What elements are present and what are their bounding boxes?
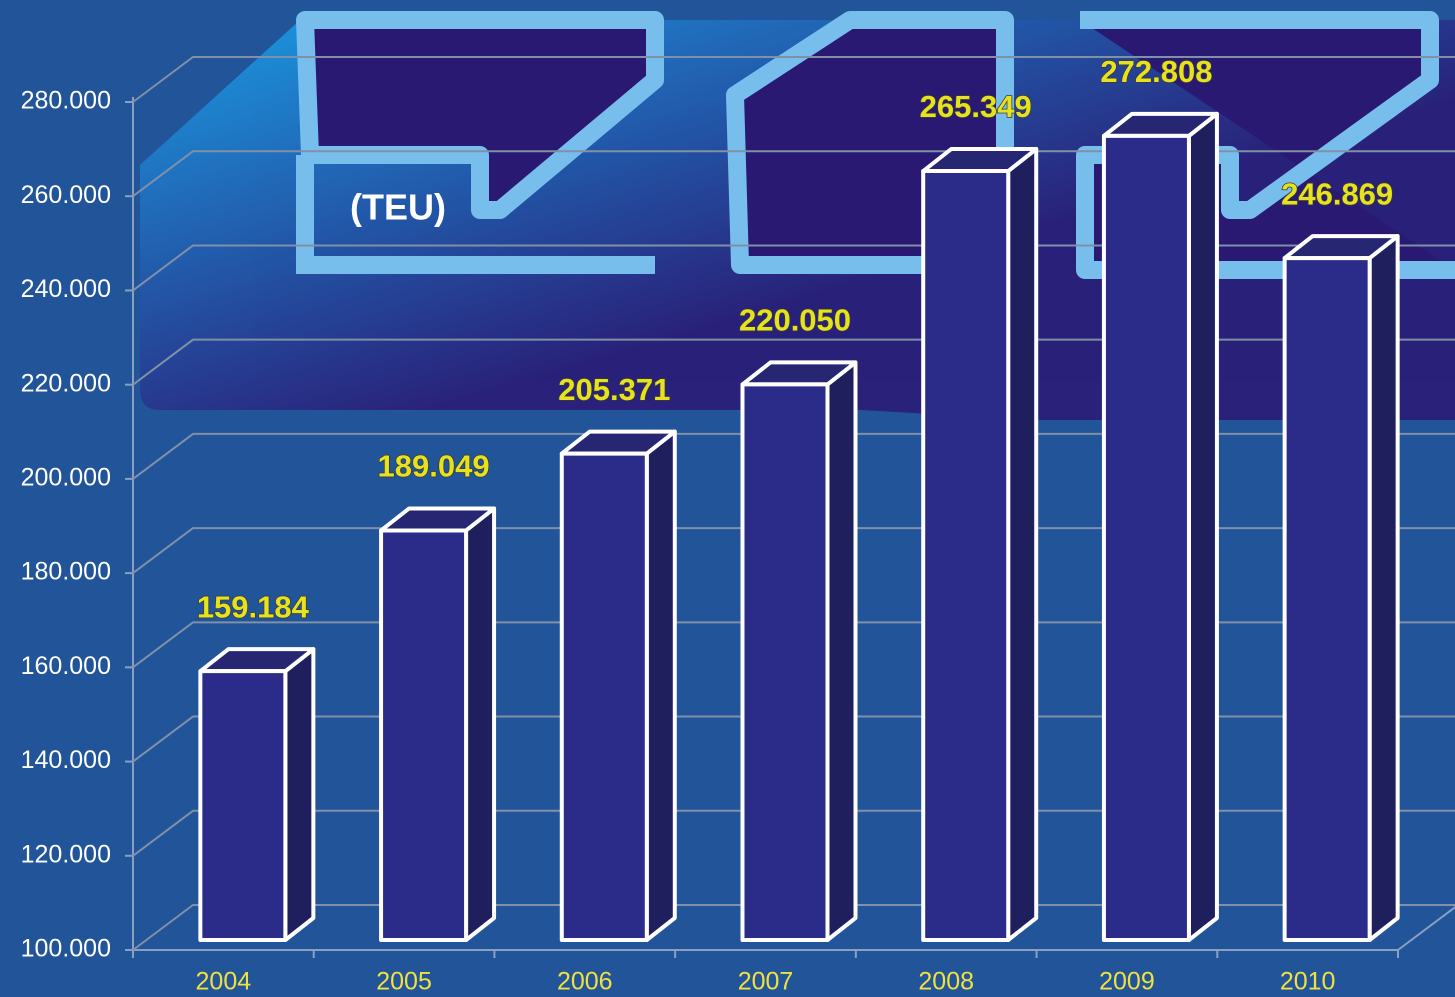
y-tick-label: 240.000	[21, 275, 111, 303]
y-tick-label: 280.000	[21, 87, 111, 115]
bar-face	[740, 382, 830, 942]
bar-face	[1282, 256, 1372, 942]
bar	[921, 147, 1039, 942]
value-label: 189.049	[378, 449, 490, 484]
y-tick-label: 260.000	[21, 181, 111, 209]
x-tick-label: 2007	[738, 968, 794, 996]
bar	[379, 506, 497, 942]
value-label: 159.184	[197, 589, 310, 624]
bar-face	[1186, 111, 1219, 942]
value-label: 246.869	[1281, 176, 1393, 211]
bar-face	[283, 647, 316, 942]
value-label: 265.349	[920, 89, 1032, 124]
bar-face	[198, 669, 288, 942]
x-tick-label: 2004	[196, 968, 252, 996]
value-label: 220.050	[739, 303, 851, 338]
y-tick-label: 140.000	[21, 746, 111, 774]
x-tick-label: 2005	[376, 968, 432, 996]
bar-face	[379, 528, 469, 942]
x-tick-label: 2009	[1099, 968, 1155, 996]
y-tick-label: 100.000	[21, 935, 111, 963]
bar-face	[464, 506, 497, 942]
x-tick-label: 2008	[918, 968, 974, 996]
bar-face	[921, 169, 1011, 942]
floor-edge	[1397, 906, 1455, 951]
y-tick-label: 200.000	[21, 463, 111, 491]
bar	[559, 429, 677, 942]
grid-line	[132, 56, 1455, 103]
bar-face	[559, 451, 649, 942]
x-tick-label: 2010	[1280, 968, 1336, 996]
x-tick-label: 2006	[557, 968, 613, 996]
bar	[1282, 234, 1400, 942]
value-label: 272.808	[1100, 54, 1212, 89]
bar-face	[1367, 234, 1400, 942]
y-tick-label: 120.000	[21, 840, 111, 868]
axis-unit: (TEU)	[350, 187, 446, 228]
y-tick-label: 160.000	[21, 652, 111, 680]
y-tick-label: 220.000	[21, 369, 111, 397]
value-label: 205.371	[558, 372, 670, 407]
bar-face	[825, 360, 858, 942]
bar-face	[644, 429, 677, 942]
y-tick-label: 180.000	[21, 558, 111, 586]
bar-face	[1101, 133, 1191, 942]
bar	[1101, 111, 1219, 942]
bar-face	[1006, 147, 1039, 942]
decoration	[140, 11, 1455, 420]
bar	[198, 647, 316, 942]
bar	[740, 360, 858, 942]
